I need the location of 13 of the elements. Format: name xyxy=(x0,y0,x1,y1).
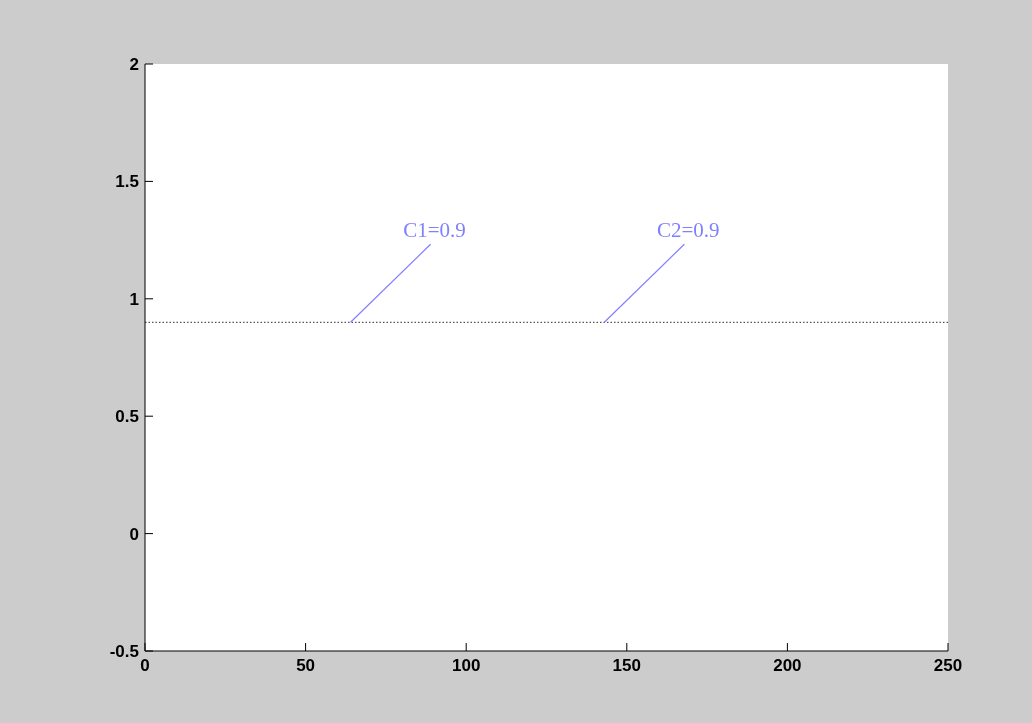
y-tick-label: 2 xyxy=(129,55,139,74)
y-tick-label: 1 xyxy=(129,289,139,309)
x-tick-label: 250 xyxy=(933,656,963,675)
y-tick-label: -0.5 xyxy=(109,642,139,661)
y-tick-label: 1.5 xyxy=(115,172,139,192)
x-tick-label: 50 xyxy=(296,656,316,675)
y-tick-label: 0.5 xyxy=(115,407,139,427)
annotation: C2=0.9 xyxy=(657,218,720,243)
annotation: C1=0.9 xyxy=(403,218,466,243)
y-tick-label: 0 xyxy=(129,524,139,544)
x-tick-label: 150 xyxy=(612,656,641,675)
x-tick-label: 100 xyxy=(452,656,481,675)
x-tick-label: 200 xyxy=(773,656,802,675)
